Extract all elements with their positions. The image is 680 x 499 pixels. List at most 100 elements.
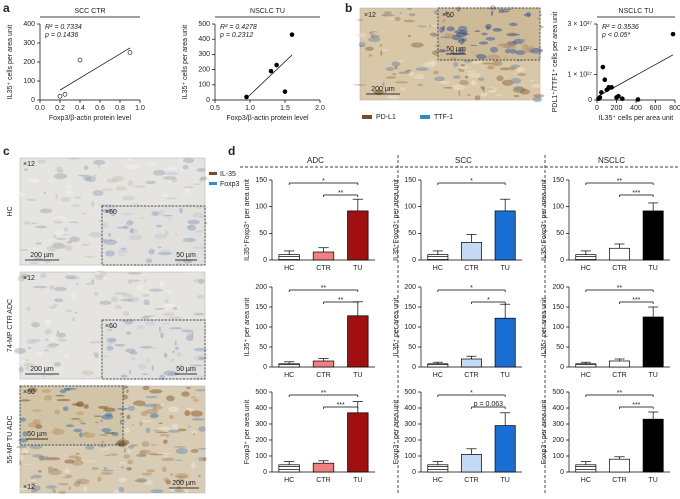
tissue-texture: [368, 54, 373, 57]
tissue-texture: [53, 215, 67, 222]
y-tick-label: 100: [552, 453, 564, 460]
tissue-texture: [46, 245, 58, 252]
legend-label: TTF-1: [434, 114, 453, 121]
tissue-texture: [180, 329, 194, 333]
tissue-texture: [145, 162, 157, 165]
tissue-texture: [65, 424, 75, 428]
tissue-texture: [26, 450, 29, 456]
tissue-texture: [444, 32, 452, 39]
tissue-texture: [101, 188, 114, 192]
tissue-texture: [22, 431, 28, 437]
tissue-texture: [103, 239, 118, 245]
tissue-texture: [59, 389, 67, 394]
tissue-texture: [385, 76, 397, 79]
tissue-texture: [504, 44, 517, 49]
tissue-texture: [198, 474, 201, 478]
point: [599, 90, 604, 95]
tissue-texture: [175, 259, 183, 266]
tissue-texture: [198, 426, 206, 432]
inset-frame: [101, 319, 206, 380]
tissue-texture: [457, 5, 460, 11]
tissue-texture: [413, 75, 425, 80]
point: [274, 62, 279, 68]
y-tick-label: 50: [408, 344, 416, 351]
tissue-texture: [20, 354, 24, 358]
legend-swatch: [209, 182, 217, 185]
tissue-texture: [458, 90, 461, 97]
tissue-texture: [190, 448, 199, 453]
x-tick-label: CTR: [464, 265, 478, 272]
tissue-texture: [164, 230, 169, 236]
magnification: ×12: [23, 484, 35, 491]
tissue-texture: [92, 352, 96, 355]
tissue-texture: [14, 347, 26, 354]
y-tick-label: 200: [404, 437, 416, 444]
tissue-texture: [185, 488, 189, 494]
sig-label: *: [470, 390, 473, 397]
x-tick-label: 2.0: [315, 105, 325, 112]
tissue-texture: [186, 335, 194, 341]
tissue-texture: [139, 450, 147, 457]
magnification: ×60: [105, 323, 117, 330]
inset-frame: [437, 7, 541, 61]
tissue-texture: [55, 238, 68, 240]
x-tick-label: HC: [581, 477, 591, 484]
tissue-texture: [438, 49, 446, 53]
point: [635, 97, 641, 102]
tissue-texture: [63, 387, 77, 390]
tissue-texture: [131, 424, 135, 426]
y-tick-label: 200: [255, 437, 267, 444]
tissue-texture: [429, 32, 437, 36]
tissue-texture: [146, 469, 155, 473]
tissue-texture: [168, 316, 182, 320]
tissue-texture: [485, 36, 496, 41]
y-tick-label: 50: [259, 344, 267, 351]
tissue-texture: [122, 310, 130, 317]
tissue-texture: [116, 226, 125, 229]
y-axis-label: PDL1⁺/TTF1⁺ cells per area unit: [552, 12, 559, 113]
tissue-texture: [75, 452, 80, 455]
point: [289, 32, 295, 37]
tissue-texture: [161, 322, 171, 325]
y-tick-label: 100: [198, 82, 210, 89]
y-tick-label: 150: [552, 177, 564, 184]
y-tick-label: 150: [255, 177, 267, 184]
scale-label: 50 µm: [27, 431, 47, 438]
tissue-texture: [149, 389, 163, 394]
tissue-texture: [57, 258, 64, 260]
tissue-texture: [145, 180, 156, 185]
tissue-texture: [68, 221, 79, 223]
tissue-texture: [39, 272, 47, 279]
tissue-texture: [460, 64, 465, 67]
tissue-texture: [199, 215, 208, 219]
legend-swatch: [209, 172, 217, 175]
tissue-texture: [145, 427, 151, 434]
tissue-texture: [93, 291, 99, 296]
tissue-texture: [176, 351, 181, 358]
y-tick-label: 100: [255, 453, 267, 460]
tissue-texture: [94, 352, 99, 359]
tissue-texture: [474, 95, 481, 101]
y-tick-label: 300: [255, 421, 267, 428]
tissue-texture: [30, 476, 34, 480]
tissue-texture: [127, 180, 133, 186]
y-axis-label: Foxp3⁺ per area unit: [244, 400, 251, 464]
tissue-texture: [170, 358, 175, 363]
tissue-texture: [151, 211, 160, 216]
tissue-texture: [480, 86, 485, 89]
tissue-texture: [31, 222, 37, 224]
tissue-texture: [119, 419, 123, 425]
tissue-texture: [103, 466, 107, 470]
tissue-texture: [93, 415, 102, 417]
tissue-texture: [44, 319, 52, 326]
tissue-texture: [126, 467, 132, 471]
tissue-texture: [519, 88, 530, 95]
tissue-texture: [198, 356, 206, 361]
trend-line: [59, 47, 131, 91]
tissue-texture: [43, 395, 52, 401]
tissue-texture: [190, 462, 196, 469]
tissue-texture: [490, 10, 494, 16]
tissue-texture: [25, 359, 30, 361]
tissue-texture: [179, 207, 183, 214]
